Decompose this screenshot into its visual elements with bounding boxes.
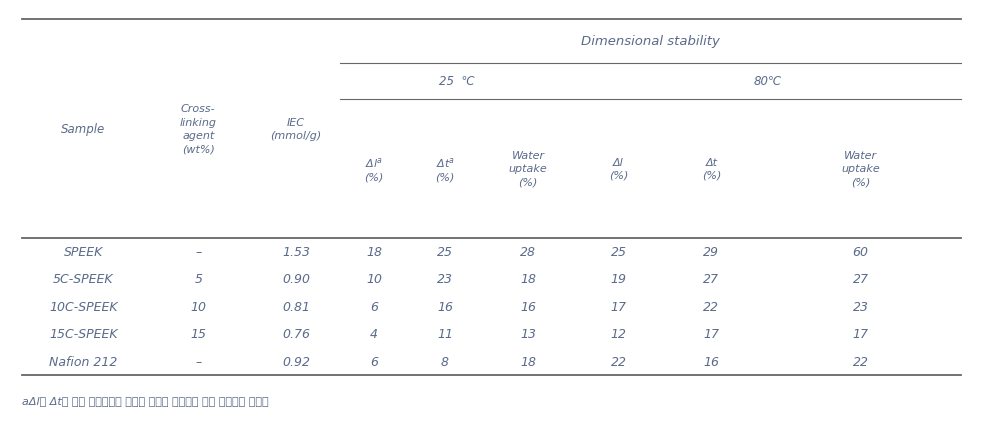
Text: 6: 6	[371, 355, 378, 368]
Text: 16: 16	[437, 300, 453, 313]
Text: 29: 29	[704, 245, 720, 259]
Text: 6: 6	[371, 300, 378, 313]
Text: 18: 18	[520, 355, 536, 368]
Text: 8: 8	[441, 355, 449, 368]
Text: 60: 60	[852, 245, 869, 259]
Text: 0.81: 0.81	[282, 300, 310, 313]
Text: 22: 22	[704, 300, 720, 313]
Text: 23: 23	[437, 273, 453, 286]
Text: 18: 18	[520, 273, 536, 286]
Text: 25: 25	[610, 245, 626, 259]
Text: 0.90: 0.90	[282, 273, 310, 286]
Text: 1.53: 1.53	[282, 245, 310, 259]
Text: 10: 10	[367, 273, 382, 286]
Text: 27: 27	[852, 273, 869, 286]
Text: 5C-SPEEK: 5C-SPEEK	[53, 273, 114, 286]
Text: 4: 4	[371, 328, 378, 340]
Text: 28: 28	[520, 245, 536, 259]
Text: 11: 11	[437, 328, 453, 340]
Text: 17: 17	[610, 300, 626, 313]
Text: 16: 16	[704, 355, 720, 368]
Text: 0.92: 0.92	[282, 355, 310, 368]
Text: 22: 22	[610, 355, 626, 368]
Text: Dimensional stability: Dimensional stability	[581, 35, 720, 48]
Text: Δt
(%): Δt (%)	[702, 158, 722, 180]
Text: –: –	[196, 355, 202, 368]
Text: IEC
(mmol/g): IEC (mmol/g)	[270, 117, 321, 141]
Text: 17: 17	[852, 328, 869, 340]
Text: Water
uptake
(%): Water uptake (%)	[841, 151, 880, 187]
Text: 0.76: 0.76	[282, 328, 310, 340]
Text: 19: 19	[610, 273, 626, 286]
Text: Δl
(%): Δl (%)	[608, 158, 628, 180]
Text: Δt$^a$
(%): Δt$^a$ (%)	[435, 155, 455, 182]
Text: Cross-
linking
agent
(wt%): Cross- linking agent (wt%)	[180, 104, 217, 154]
Text: 22: 22	[852, 355, 869, 368]
Text: 17: 17	[704, 328, 720, 340]
Text: Nafion 212: Nafion 212	[49, 355, 118, 368]
Text: 23: 23	[852, 300, 869, 313]
Text: 10C-SPEEK: 10C-SPEEK	[49, 300, 118, 313]
Text: 25: 25	[437, 245, 453, 259]
Text: 12: 12	[610, 328, 626, 340]
Text: SPEEK: SPEEK	[64, 245, 103, 259]
Text: –: –	[196, 245, 202, 259]
Text: 15: 15	[191, 328, 206, 340]
Text: 13: 13	[520, 328, 536, 340]
Text: 27: 27	[704, 273, 720, 286]
Text: 80℃: 80℃	[754, 75, 781, 88]
Text: 5: 5	[195, 273, 202, 286]
Text: 15C-SPEEK: 15C-SPEEK	[49, 328, 118, 340]
Text: aΔl과 Δt은 각각 메브레인의 길이와 두께에 있어서의 증가 백분율을 나타냄: aΔl과 Δt은 각각 메브레인의 길이와 두께에 있어서의 증가 백분율을 나…	[23, 395, 269, 405]
Text: 16: 16	[520, 300, 536, 313]
Text: Sample: Sample	[61, 122, 105, 135]
Text: 18: 18	[367, 245, 382, 259]
Text: Water
uptake
(%): Water uptake (%)	[509, 151, 548, 187]
Text: Δl$^a$
(%): Δl$^a$ (%)	[365, 155, 384, 182]
Text: 10: 10	[191, 300, 206, 313]
Text: 25  ℃: 25 ℃	[439, 75, 475, 88]
